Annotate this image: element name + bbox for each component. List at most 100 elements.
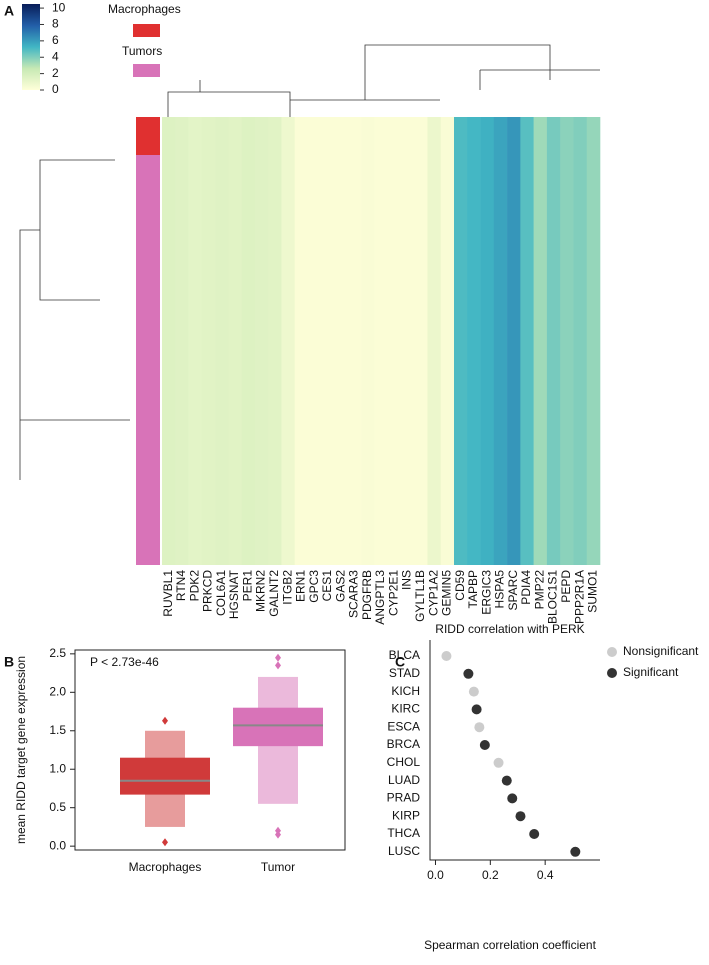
x-tick-label: Tumor — [261, 860, 295, 874]
gene-label: HGSNAT — [227, 569, 241, 619]
y-tick-label: BRCA — [387, 737, 420, 751]
y-tick-label: 1.0 — [49, 761, 66, 775]
heatmap-column — [347, 117, 362, 565]
colorbar-tick-label: 10 — [52, 0, 66, 14]
dot — [441, 651, 452, 661]
gene-label: PRKCD — [201, 570, 215, 612]
y-tick-label: STAD — [389, 666, 420, 680]
gene-label: COL6A1 — [214, 570, 228, 616]
dot — [474, 722, 485, 733]
y-tick-label: KIRP — [392, 808, 420, 822]
legend-label: Nonsignificant — [623, 644, 699, 658]
y-tick-label: 1.5 — [49, 723, 66, 737]
heatmap-column — [162, 117, 176, 565]
dot — [493, 757, 504, 768]
legend-marker — [607, 647, 617, 657]
y-tick-label: KICH — [391, 684, 420, 698]
gene-label: SCARA3 — [347, 570, 361, 618]
gene-label: CES1 — [320, 570, 334, 602]
y-tick-label: LUSC — [388, 844, 420, 858]
heatmap-column — [281, 117, 296, 565]
heatmap-column — [294, 117, 309, 565]
dot — [468, 686, 479, 697]
heatmap-column — [268, 117, 282, 565]
row-annotation — [136, 117, 160, 565]
gene-label: GEMIN5 — [440, 570, 454, 616]
heatmap-column — [573, 117, 588, 565]
colorbar — [22, 4, 40, 90]
gene-label: RUVBL1 — [161, 570, 175, 617]
heatmap-column — [440, 117, 455, 565]
dot — [570, 846, 581, 857]
heatmap-column — [414, 117, 428, 565]
gene-label: GYLTL1B — [413, 570, 427, 622]
gene-label: ITGB2 — [280, 570, 294, 605]
gene-label: CYP2E1 — [386, 570, 400, 616]
x-tick-label: 0.0 — [427, 868, 444, 882]
heatmap-column — [387, 117, 402, 565]
x-tick-label: Macrophages — [129, 860, 202, 874]
gene-label: PDK2 — [187, 570, 201, 602]
legend-swatch — [133, 24, 160, 37]
dendrogram — [19, 44, 600, 480]
row-annotation — [136, 117, 160, 155]
y-axis-label: mean RIDD target gene expression — [14, 656, 28, 844]
heatmap-column — [228, 117, 242, 565]
box — [233, 707, 323, 747]
y-tick-label: KIRC — [391, 702, 420, 716]
heatmap-column — [520, 117, 534, 565]
plot-frame — [74, 649, 346, 851]
dot — [479, 740, 490, 750]
y-tick-label: ESCA — [387, 719, 420, 733]
gene-label: SUMO1 — [586, 570, 600, 613]
heatmap-column — [493, 117, 508, 565]
heatmap-column — [507, 117, 521, 565]
gene-label: SPARC — [506, 570, 520, 611]
heatmap-column — [586, 117, 601, 565]
gene-label: GPC3 — [307, 570, 321, 603]
outlier — [275, 661, 281, 670]
annotation: P < 2.73e-46 — [90, 655, 159, 669]
heatmap-column — [215, 117, 229, 565]
outlier — [275, 826, 281, 835]
y-tick-label: PRAD — [387, 791, 421, 805]
gene-label: INS — [400, 570, 414, 590]
heatmap-column — [321, 117, 335, 565]
y-tick-label: BLCA — [389, 648, 420, 662]
x-tick-label: 0.4 — [537, 868, 554, 882]
heatmap-column — [533, 117, 548, 565]
legend-label: Tumors — [122, 44, 162, 58]
gene-label: RTN4 — [174, 570, 188, 601]
dot — [471, 704, 482, 715]
heatmap-column — [241, 117, 256, 565]
gene-label: BLOC1S1 — [546, 570, 560, 624]
dot — [463, 668, 474, 679]
x-axis-label: Spearman correlation coefficient — [424, 938, 597, 952]
heatmap-column — [188, 117, 203, 565]
y-tick-label: CHOL — [387, 755, 421, 769]
gene-label: ANGPTL3 — [373, 570, 387, 625]
legend-marker — [607, 668, 617, 678]
gene-label: PEPD — [559, 570, 573, 603]
heatmap-column — [560, 117, 574, 565]
colorbar-tick-label: 4 — [52, 49, 59, 63]
gene-label: GAS2 — [333, 570, 347, 602]
gene-label: ERGIC3 — [479, 570, 493, 615]
y-tick-label: 2.5 — [49, 646, 66, 660]
panel-label: A — [4, 3, 14, 19]
colorbar-tick-label: 6 — [52, 33, 59, 47]
gene-label: CD59 — [453, 570, 467, 601]
y-tick-label: 0.5 — [49, 800, 66, 814]
heatmap-column — [201, 117, 216, 565]
gene-label: PMP22 — [532, 570, 546, 610]
heatmap-column — [308, 117, 322, 565]
y-tick-label: LUAD — [388, 773, 420, 787]
box — [120, 757, 210, 795]
colorbar-tick-label: 2 — [52, 66, 59, 80]
gene-label: PDGFRB — [360, 570, 374, 620]
colorbar-tick-label: 8 — [52, 17, 59, 31]
panel-label: B — [4, 654, 14, 670]
gene-label: CYP1A2 — [426, 570, 440, 616]
x-tick-label: 0.2 — [482, 868, 499, 882]
